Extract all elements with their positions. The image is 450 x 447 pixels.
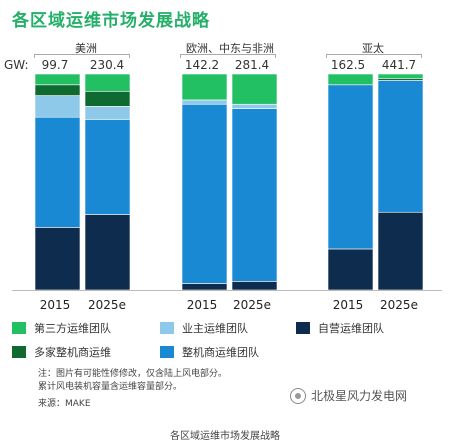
x-tick-label: 2015 bbox=[186, 298, 218, 312]
bar-segment-oem bbox=[34, 116, 81, 228]
bar-segment-owner bbox=[231, 103, 278, 109]
region-label-emea: 欧洲、中东与非洲 bbox=[186, 42, 274, 55]
legend-swatch-owner bbox=[160, 322, 174, 334]
total-label: 142.2 bbox=[184, 58, 220, 72]
legend-item-owner: 业主运维团队 bbox=[160, 320, 248, 336]
total-label: 281.4 bbox=[234, 58, 270, 72]
bar-segment-third-party bbox=[377, 73, 424, 79]
legend-swatch-third-party bbox=[12, 322, 26, 334]
bar-segment-third-party bbox=[84, 73, 131, 92]
x-tick-label: 2025e bbox=[380, 298, 418, 312]
legend-label-multi-oem: 多家整机商运维 bbox=[34, 346, 111, 359]
region-bracket-americas bbox=[34, 54, 130, 58]
bar-segment-oem bbox=[327, 84, 374, 250]
bar-segment-oem bbox=[84, 119, 131, 215]
bar-segment-third-party bbox=[231, 73, 278, 105]
watermark: 北极星风力发电网 bbox=[290, 387, 407, 404]
bar-segment-multi-oem bbox=[84, 90, 131, 107]
chart-title: 各区域运维市场发展战略 bbox=[12, 11, 210, 31]
source-line: 来源：MAKE bbox=[38, 399, 91, 409]
bar-segment-owner bbox=[34, 95, 81, 118]
bar-segment-self-operated bbox=[231, 281, 278, 291]
region-bracket-apac bbox=[326, 54, 422, 58]
bar-segment-third-party bbox=[34, 73, 81, 86]
legend-swatch-self-operated bbox=[296, 322, 310, 334]
bar-segment-self-operated bbox=[327, 248, 374, 291]
bar-segment-oem bbox=[231, 108, 278, 282]
total-label: 441.7 bbox=[381, 58, 417, 72]
legend-label-third-party: 第三方运维团队 bbox=[34, 322, 111, 335]
bar-segment-self-operated bbox=[34, 227, 81, 291]
wechat-icon bbox=[290, 387, 306, 404]
total-label: 230.4 bbox=[89, 58, 125, 72]
bar-segment-owner bbox=[181, 99, 228, 105]
x-tick-label: 2025e bbox=[88, 298, 126, 312]
legend-swatch-multi-oem bbox=[12, 346, 26, 358]
x-tick-label: 2015 bbox=[39, 298, 71, 312]
figure-caption: 各区域运维市场发展战略 bbox=[170, 431, 280, 442]
legend-label-oem: 整机商运维团队 bbox=[182, 346, 259, 359]
bar-segment-owner bbox=[84, 106, 131, 120]
stacked-bar-chart bbox=[34, 73, 424, 291]
x-tick-label: 2015 bbox=[332, 298, 364, 312]
legend-item-third-party: 第三方运维团队 bbox=[12, 320, 111, 336]
region-label-apac: 亚太 bbox=[362, 42, 384, 55]
footnote-line: 注：图片有可能性修修改，仅含陆上风电部分。 bbox=[38, 369, 228, 379]
bar-segment-multi-oem bbox=[377, 78, 424, 81]
gw-unit-label: GW: bbox=[4, 58, 29, 72]
x-tick-label: 2025e bbox=[233, 298, 271, 312]
legend-item-self-operated: 自营运维团队 bbox=[296, 320, 384, 336]
bar-segment-self-operated bbox=[377, 211, 424, 291]
x-axis-line bbox=[12, 290, 442, 291]
legend-label-self-operated: 自营运维团队 bbox=[318, 322, 384, 335]
region-bracket-emea bbox=[180, 54, 276, 58]
bar-segment-oem bbox=[377, 80, 424, 213]
region-label-americas: 美洲 bbox=[75, 42, 97, 55]
legend-item-oem: 整机商运维团队 bbox=[160, 344, 259, 360]
total-label: 162.5 bbox=[330, 58, 366, 72]
legend-label-owner: 业主运维团队 bbox=[182, 322, 248, 335]
footnote-line: 累计风电装机容量含运维容量部分。 bbox=[38, 382, 183, 392]
bar-segment-third-party bbox=[327, 73, 374, 86]
bar-segment-self-operated bbox=[84, 214, 131, 291]
legend-item-multi-oem: 多家整机商运维 bbox=[12, 344, 111, 360]
watermark-text: 北极星风力发电网 bbox=[311, 389, 408, 403]
bar-segment-oem bbox=[181, 103, 228, 284]
bar-segment-third-party bbox=[181, 73, 228, 101]
legend-swatch-oem bbox=[160, 346, 174, 358]
total-label: 99.7 bbox=[41, 58, 69, 72]
bar-segment-multi-oem bbox=[34, 84, 81, 96]
